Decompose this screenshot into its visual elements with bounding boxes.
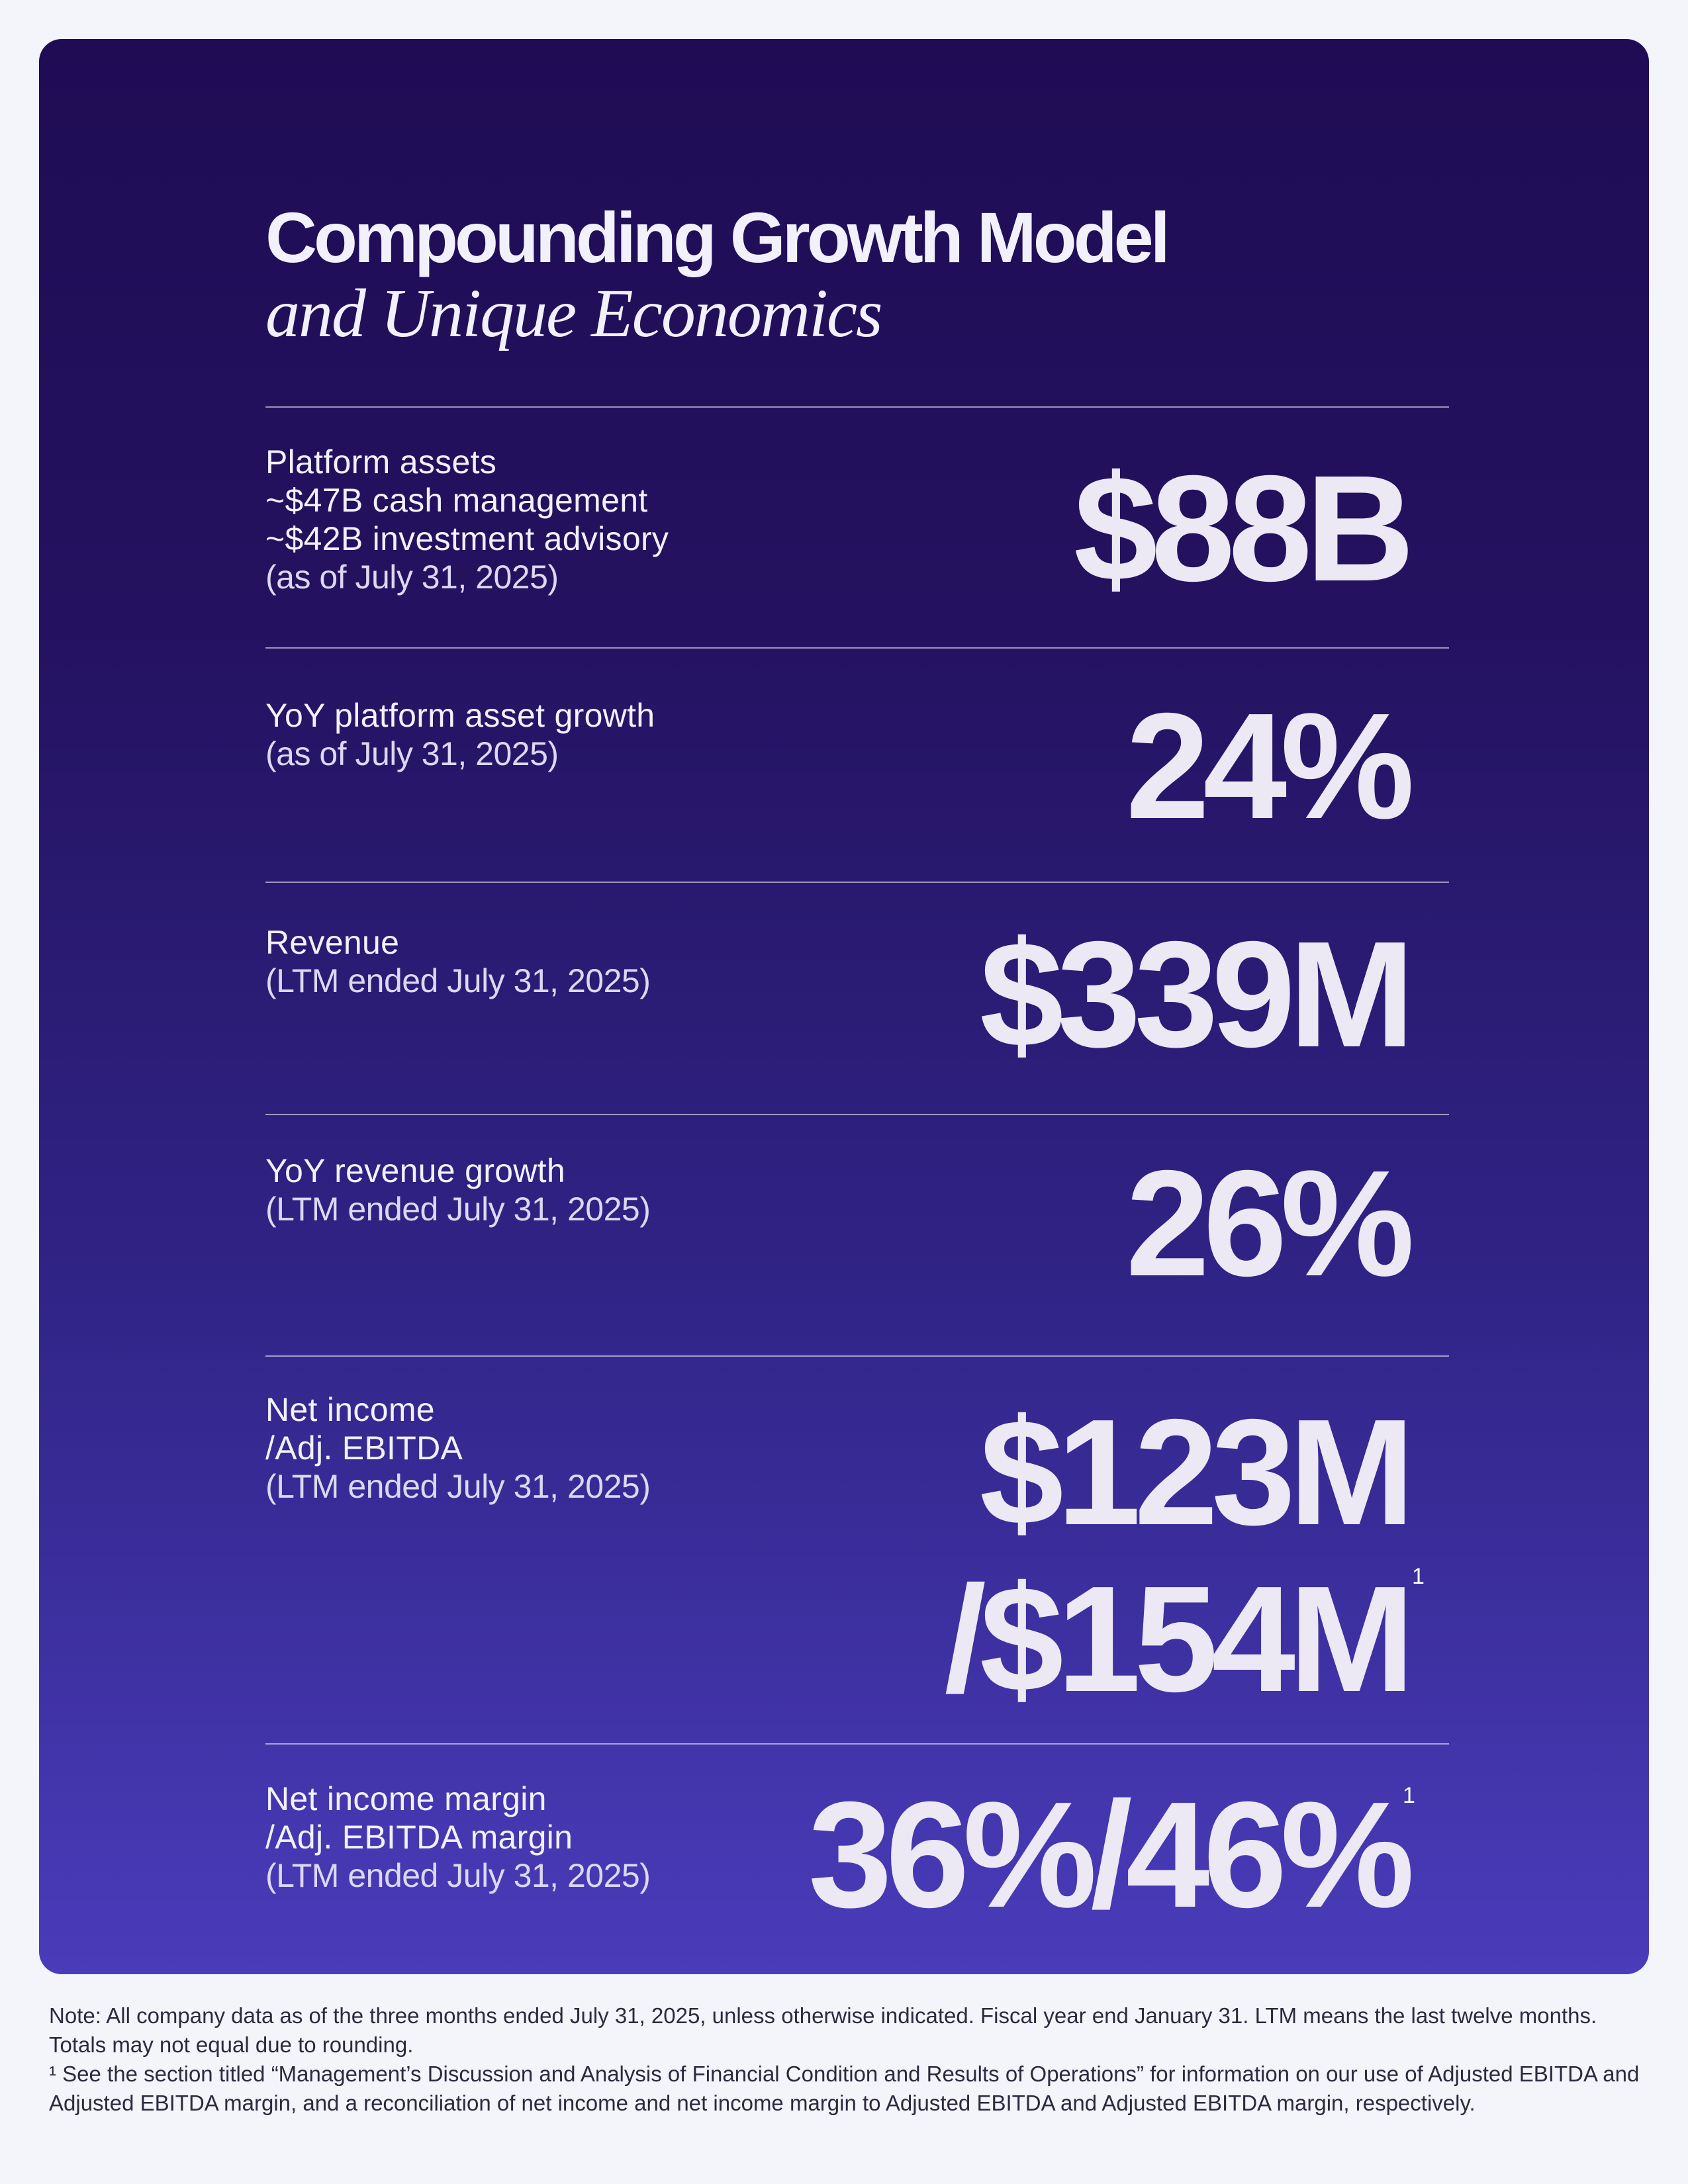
footer-footnote: ¹ See the section titled “Management’s D… <box>49 2062 1640 2115</box>
label-line: Net income <box>265 1391 435 1428</box>
label-note: (as of July 31, 2025) <box>265 559 559 596</box>
yoy-revenue-growth-value: 26% <box>1125 1140 1415 1308</box>
label-line: ~$42B investment advisory <box>265 520 669 557</box>
label-line: ~$47B cash management <box>265 482 648 519</box>
page-title: Compounding Growth Model and Unique Econ… <box>265 198 1457 350</box>
revenue-value: $339M <box>979 911 1415 1079</box>
label-note: (LTM ended July 31, 2025) <box>265 1857 651 1894</box>
row-divider <box>265 1114 1449 1115</box>
net-income-value: $123M <box>979 1388 1415 1557</box>
margin-label: Net income margin /Adj. EBITDA margin (L… <box>265 1780 994 1895</box>
label-line: /Adj. EBITDA margin <box>265 1819 573 1856</box>
yoy-asset-growth-value: 24% <box>1125 682 1415 850</box>
yoy-asset-growth-label: YoY platform asset growth (as of July 31… <box>265 696 994 773</box>
footnote-mark: 1 <box>1403 1783 1415 1808</box>
label-line: Platform assets <box>265 443 497 480</box>
platform-assets-value: $88B <box>1073 445 1415 613</box>
label-line: YoY platform asset growth <box>265 697 655 734</box>
label-line: /Adj. EBITDA <box>265 1430 463 1467</box>
row-divider <box>265 406 1449 408</box>
metrics-card: Compounding Growth Model and Unique Econ… <box>39 39 1649 1974</box>
platform-assets-label: Platform assets ~$47B cash management ~$… <box>265 443 994 596</box>
title-line-2: and Unique Economics <box>265 275 882 351</box>
title-line-1: Compounding Growth Model <box>265 197 1170 277</box>
label-line: Net income margin <box>265 1780 547 1817</box>
label-note: (as of July 31, 2025) <box>265 735 559 772</box>
label-note: (LTM ended July 31, 2025) <box>265 1468 651 1505</box>
adj-ebitda-value: /$154M <box>944 1555 1415 1723</box>
label-note: (LTM ended July 31, 2025) <box>265 1191 651 1228</box>
footer-note: Note: All company data as of the three m… <box>49 2003 1597 2057</box>
label-note: (LTM ended July 31, 2025) <box>265 962 651 999</box>
yoy-revenue-growth-label: YoY revenue growth (LTM ended July 31, 2… <box>265 1152 994 1228</box>
row-divider <box>265 1355 1449 1357</box>
label-line: Revenue <box>265 924 400 961</box>
label-line: YoY revenue growth <box>265 1152 565 1189</box>
revenue-label: Revenue (LTM ended July 31, 2025) <box>265 923 994 1000</box>
footnote-mark: 1 <box>1412 1564 1425 1589</box>
footer-notes: Note: All company data as of the three m… <box>49 2001 1644 2118</box>
net-income-ebitda-label: Net income /Adj. EBITDA (LTM ended July … <box>265 1390 994 1506</box>
row-divider <box>265 1743 1449 1745</box>
row-divider <box>265 882 1449 883</box>
margin-value: 36%/46% <box>808 1771 1415 1939</box>
row-divider <box>265 647 1449 649</box>
